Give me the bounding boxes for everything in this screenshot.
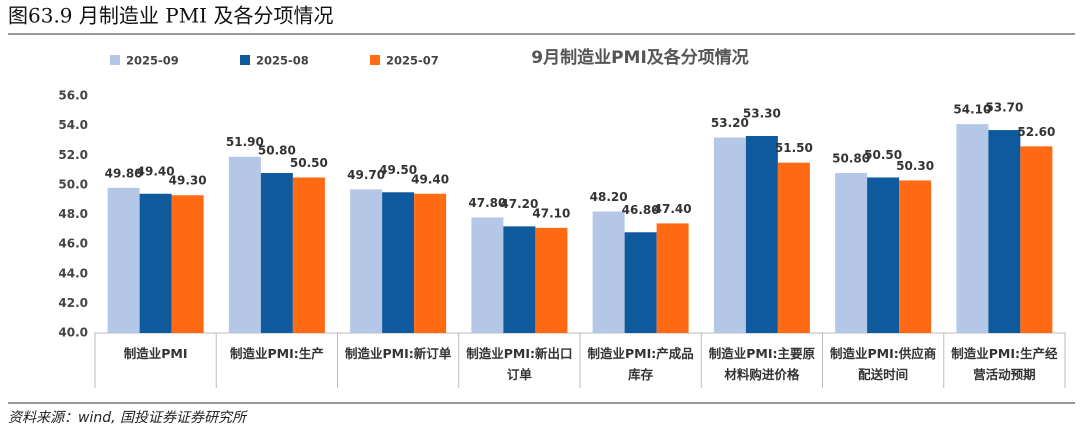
y-tick-label: 48.0 xyxy=(58,207,88,221)
y-tick-label: 42.0 xyxy=(58,296,88,310)
data-label: 47.40 xyxy=(654,202,692,216)
x-tick-label: 制造业PMI:主要原材料购进价格 xyxy=(708,346,815,382)
x-tick-label: 制造业PMI:产成品库存 xyxy=(587,346,694,382)
y-tick-label: 40.0 xyxy=(58,326,88,340)
data-label: 51.90 xyxy=(226,135,264,149)
bar xyxy=(350,189,383,333)
bar xyxy=(503,226,536,333)
data-label: 47.10 xyxy=(532,206,570,220)
y-tick-label: 56.0 xyxy=(58,89,88,103)
bar xyxy=(956,124,989,333)
data-label: 50.50 xyxy=(290,156,328,170)
data-label: 49.50 xyxy=(379,163,417,177)
bar xyxy=(656,223,689,333)
legend-label: 2025-07 xyxy=(386,54,439,68)
chart-title: 9月制造业PMI及各分项情况 xyxy=(531,47,749,68)
y-tick-label: 50.0 xyxy=(58,177,88,191)
x-tick-label: 制造业PMI:新订单 xyxy=(344,346,452,361)
y-tick-label: 54.0 xyxy=(58,118,88,132)
data-label: 49.70 xyxy=(347,168,385,182)
bar xyxy=(107,187,140,333)
caption: 图63.9 月制造业 PMI 及各分项情况 xyxy=(8,4,333,28)
legend-swatch xyxy=(240,55,250,65)
bar xyxy=(171,195,204,333)
bar xyxy=(292,177,325,333)
bar xyxy=(382,192,415,333)
data-label: 54.10 xyxy=(953,103,991,117)
bar xyxy=(535,227,568,333)
x-tick-label: 制造业PMI:生产经营活动预期 xyxy=(951,346,1058,382)
bar xyxy=(414,193,447,333)
bar xyxy=(228,156,261,333)
legend-label: 2025-08 xyxy=(256,54,309,68)
bar xyxy=(471,217,504,333)
data-label: 50.80 xyxy=(258,144,296,158)
bar xyxy=(260,173,293,333)
data-label: 53.20 xyxy=(711,116,749,130)
data-label: 50.80 xyxy=(832,152,870,166)
bar xyxy=(777,162,810,333)
data-label: 46.80 xyxy=(622,203,660,217)
bar xyxy=(835,173,868,333)
y-tick-label: 52.0 xyxy=(58,148,88,162)
bar xyxy=(139,193,172,333)
bar xyxy=(867,177,900,333)
x-tick-label: 制造业PMI:生产 xyxy=(229,346,324,361)
bar xyxy=(713,137,746,333)
data-label: 48.20 xyxy=(590,190,628,204)
x-tick-label: 制造业PMI xyxy=(123,346,188,361)
legend-label: 2025-09 xyxy=(126,54,179,68)
data-label: 49.40 xyxy=(137,164,175,178)
bar xyxy=(745,135,778,333)
data-label: 49.80 xyxy=(105,166,143,180)
data-label: 47.20 xyxy=(500,197,538,211)
y-tick-label: 46.0 xyxy=(58,237,88,251)
bar xyxy=(988,130,1021,333)
bar xyxy=(1020,146,1053,333)
bar xyxy=(592,211,625,333)
data-label: 49.30 xyxy=(169,174,207,188)
data-label: 53.70 xyxy=(985,101,1023,115)
source: 资料来源：wind, 国投证券证券研究所 xyxy=(8,410,248,426)
data-label: 50.50 xyxy=(864,148,902,162)
x-tick-label: 制造业PMI:新出口订单 xyxy=(466,346,573,382)
data-label: 49.40 xyxy=(411,172,449,186)
bar xyxy=(899,180,932,333)
data-label: 53.30 xyxy=(743,106,781,120)
data-label: 47.80 xyxy=(468,196,506,210)
data-label: 52.60 xyxy=(1017,125,1055,139)
legend-swatch xyxy=(370,55,380,65)
bar xyxy=(624,232,657,333)
data-label: 51.50 xyxy=(775,141,813,155)
y-tick-label: 44.0 xyxy=(58,266,88,280)
x-tick-label: 制造业PMI:供应商配送时间 xyxy=(829,346,937,382)
legend-swatch xyxy=(110,55,120,65)
data-label: 50.30 xyxy=(896,159,934,173)
